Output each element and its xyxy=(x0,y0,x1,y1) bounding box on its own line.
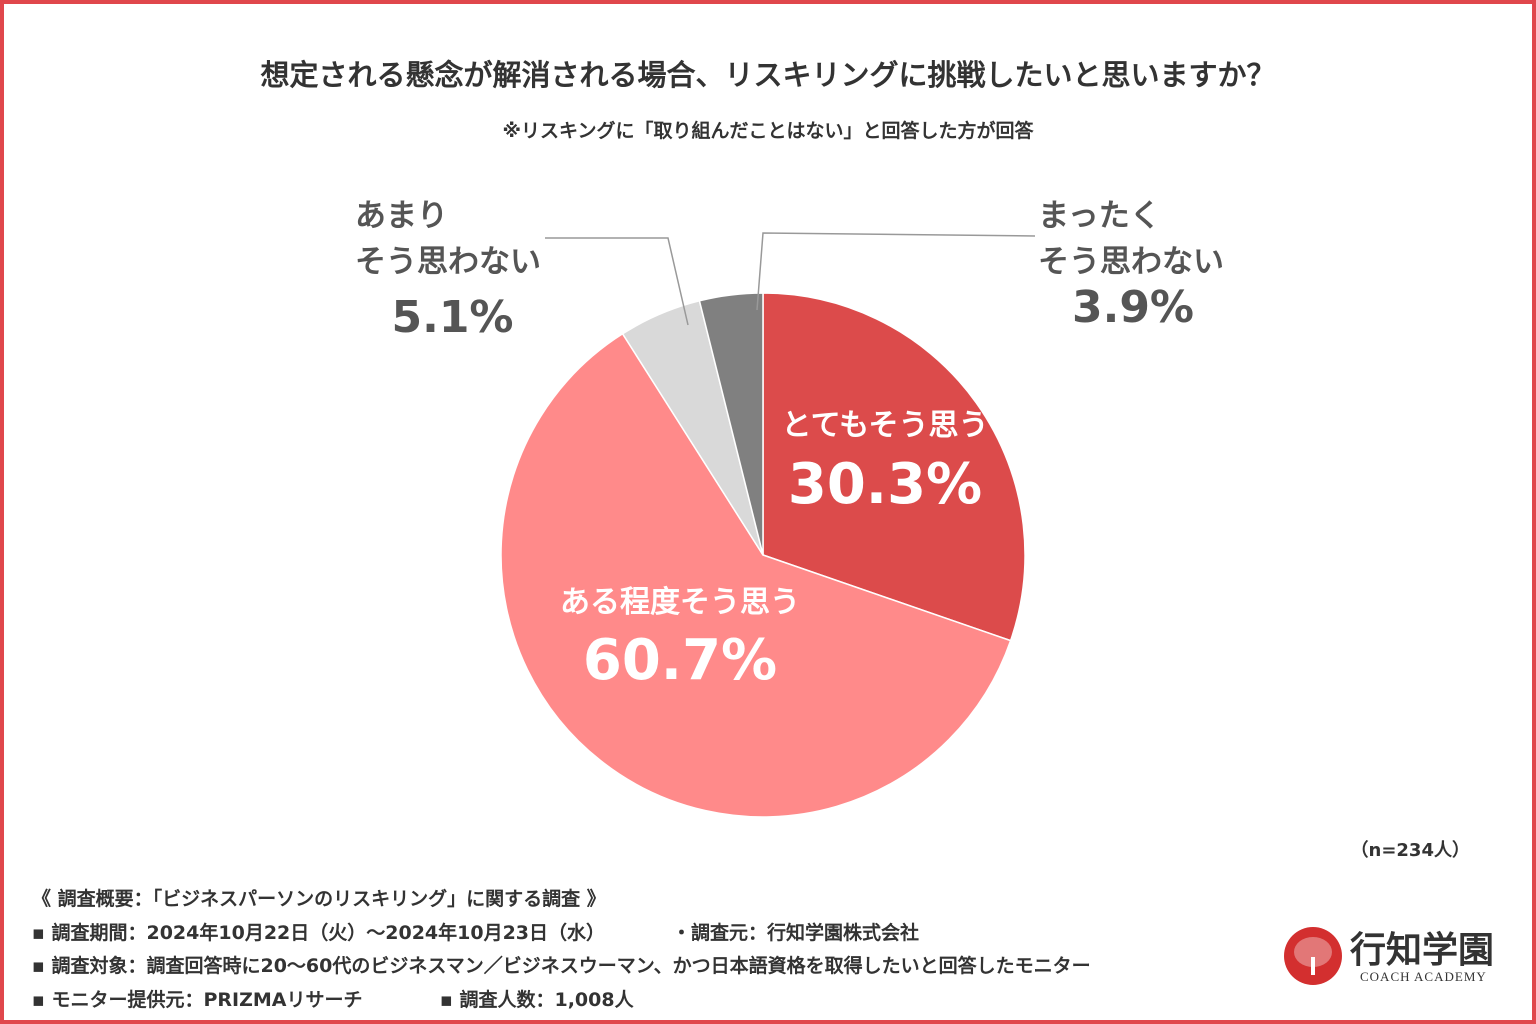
footer-period: ▪ 調査期間：2024年10月22日（火）～2024年10月23日（水） xyxy=(32,922,606,944)
slice-label-strongly-disagree: まったく そう思わない xyxy=(1038,193,1224,285)
chart-title: 想定される懸念が解消される場合、リスキリングに挑戦したいと思いますか？ xyxy=(260,58,1276,92)
pie-slice-somewhat-agree xyxy=(500,332,1012,818)
sample-size: （n=234人） xyxy=(1350,840,1470,861)
footer-source: ・調査元：行知学園株式会社 xyxy=(672,922,920,944)
slice-label-somewhat-agree: ある程度そう思う xyxy=(560,585,800,620)
slice-label-somewhat-disagree: あまり そう思わない xyxy=(355,193,541,285)
leader-line-somewhat-disagree xyxy=(545,237,689,326)
slice-value-somewhat-agree: 60.7% xyxy=(582,628,778,693)
label-line: そう思わない xyxy=(355,244,541,280)
logo-sub: COACH ACADEMY xyxy=(1360,969,1487,984)
slice-label-strongly-agree: とてもそう思う xyxy=(781,408,989,443)
label-line: そう思わない xyxy=(1038,244,1224,280)
footer-heading: 《 調査概要：「ビジネスパーソンのリスキリング」に関する調査 》 xyxy=(32,888,606,910)
company-logo: 行知学園 COACH ACADEMY xyxy=(1284,925,1514,991)
slice-value-strongly-agree: 30.3% xyxy=(787,452,983,517)
tree-emblem-icon xyxy=(1284,927,1342,985)
pie-slice-strongly-disagree xyxy=(698,292,764,556)
slice-value-strongly-disagree: 3.9% xyxy=(1071,282,1195,333)
chart-subtitle: ※リスキングに「取り組んだことはない」と回答した方が回答 xyxy=(502,120,1034,142)
slice-value-somewhat-disagree: 5.1% xyxy=(391,292,514,343)
label-line: あまり xyxy=(355,198,448,234)
footer-count: ▪ 調査人数：1,008人 xyxy=(440,989,634,1011)
label-line: まったく xyxy=(1038,198,1161,234)
footer-target: ▪ 調査対象：調査回答時に20～60代のビジネスマン／ビジネスウーマン、かつ日本… xyxy=(32,955,1091,977)
logo-name: 行知学園 xyxy=(1350,929,1495,971)
leader-line-strongly-disagree xyxy=(756,232,1036,311)
pie-slice-strongly-agree xyxy=(762,292,1026,642)
footer-provider: ▪ モニター提供元：PRIZMAリサーチ xyxy=(32,989,363,1011)
